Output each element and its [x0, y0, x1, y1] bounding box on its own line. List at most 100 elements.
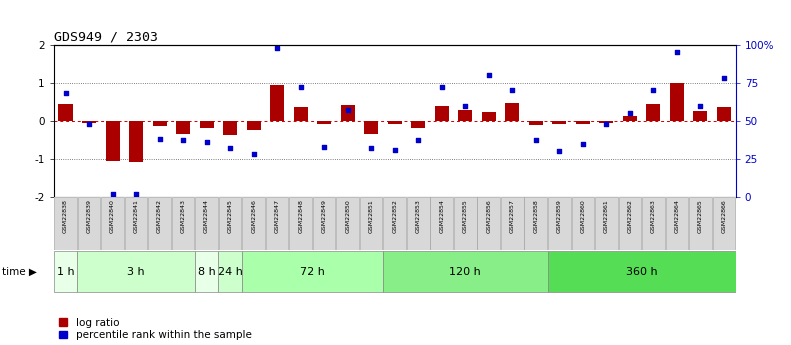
- Text: GSM22842: GSM22842: [157, 199, 162, 233]
- Point: [59, 91, 72, 96]
- FancyBboxPatch shape: [384, 197, 406, 249]
- FancyBboxPatch shape: [78, 197, 100, 249]
- Text: GDS949 / 2303: GDS949 / 2303: [54, 31, 157, 44]
- FancyBboxPatch shape: [713, 197, 735, 249]
- Text: GSM22854: GSM22854: [439, 199, 445, 233]
- Text: GSM22866: GSM22866: [721, 199, 726, 233]
- Text: GSM22859: GSM22859: [557, 199, 562, 233]
- Bar: [388, 121, 402, 124]
- Point: [106, 191, 119, 196]
- Point: [83, 121, 96, 127]
- FancyBboxPatch shape: [55, 197, 77, 249]
- Bar: [482, 112, 496, 121]
- Text: GSM22844: GSM22844: [204, 199, 209, 233]
- Text: GSM22839: GSM22839: [86, 199, 92, 233]
- FancyBboxPatch shape: [595, 197, 618, 249]
- Point: [506, 88, 519, 93]
- Bar: [670, 83, 684, 121]
- Point: [483, 72, 495, 78]
- Bar: [293, 108, 308, 121]
- Bar: [59, 104, 73, 121]
- Text: GSM22840: GSM22840: [110, 199, 115, 233]
- Point: [130, 191, 142, 196]
- Point: [717, 76, 730, 81]
- Text: GSM22850: GSM22850: [345, 199, 350, 233]
- Bar: [600, 121, 613, 123]
- FancyBboxPatch shape: [266, 197, 289, 249]
- Text: GSM22849: GSM22849: [322, 199, 327, 233]
- Text: GSM22851: GSM22851: [369, 199, 373, 233]
- Bar: [411, 121, 426, 128]
- Point: [200, 139, 213, 145]
- Text: GSM22861: GSM22861: [604, 199, 609, 233]
- FancyBboxPatch shape: [195, 252, 218, 292]
- Bar: [270, 85, 284, 121]
- Text: GSM22845: GSM22845: [228, 199, 233, 233]
- Text: GSM22841: GSM22841: [134, 199, 138, 233]
- Text: GSM22852: GSM22852: [392, 199, 397, 233]
- Text: 72 h: 72 h: [300, 267, 325, 277]
- Bar: [105, 121, 119, 161]
- FancyBboxPatch shape: [54, 252, 78, 292]
- FancyBboxPatch shape: [360, 197, 383, 249]
- FancyBboxPatch shape: [218, 252, 242, 292]
- Text: 24 h: 24 h: [218, 267, 243, 277]
- Bar: [199, 121, 214, 128]
- Text: GSM22853: GSM22853: [416, 199, 421, 233]
- Text: GSM22863: GSM22863: [651, 199, 656, 233]
- Point: [529, 138, 542, 143]
- Point: [271, 45, 283, 51]
- FancyBboxPatch shape: [78, 252, 195, 292]
- Bar: [247, 121, 261, 130]
- Point: [671, 50, 683, 55]
- Text: GSM22848: GSM22848: [298, 199, 303, 233]
- FancyBboxPatch shape: [642, 197, 664, 249]
- Point: [647, 88, 660, 93]
- FancyBboxPatch shape: [478, 197, 500, 249]
- Point: [694, 103, 706, 108]
- Text: 120 h: 120 h: [449, 267, 481, 277]
- Point: [459, 103, 471, 108]
- FancyBboxPatch shape: [689, 197, 712, 249]
- FancyBboxPatch shape: [454, 197, 476, 249]
- Point: [176, 138, 189, 143]
- Text: GSM22858: GSM22858: [533, 199, 539, 233]
- Point: [388, 147, 401, 152]
- Point: [553, 148, 566, 154]
- Text: 8 h: 8 h: [198, 267, 215, 277]
- Text: time ▶: time ▶: [2, 267, 36, 277]
- FancyBboxPatch shape: [524, 197, 547, 249]
- Bar: [505, 102, 520, 121]
- FancyBboxPatch shape: [125, 197, 147, 249]
- FancyBboxPatch shape: [407, 197, 430, 249]
- Point: [294, 85, 307, 90]
- Bar: [458, 110, 472, 121]
- FancyBboxPatch shape: [148, 197, 171, 249]
- Bar: [317, 121, 331, 124]
- FancyBboxPatch shape: [172, 197, 195, 249]
- Bar: [717, 108, 731, 121]
- Text: GSM22865: GSM22865: [698, 199, 703, 233]
- Bar: [341, 105, 354, 121]
- Bar: [82, 121, 97, 123]
- Bar: [576, 121, 590, 124]
- Bar: [153, 121, 167, 126]
- Text: GSM22838: GSM22838: [63, 199, 68, 233]
- FancyBboxPatch shape: [548, 197, 570, 249]
- Bar: [176, 121, 190, 134]
- Bar: [129, 121, 143, 162]
- Text: GSM22856: GSM22856: [486, 199, 491, 233]
- Point: [623, 110, 636, 116]
- FancyBboxPatch shape: [572, 197, 594, 249]
- FancyBboxPatch shape: [547, 252, 736, 292]
- Text: 360 h: 360 h: [626, 267, 657, 277]
- Text: 1 h: 1 h: [57, 267, 74, 277]
- Text: GSM22864: GSM22864: [675, 199, 679, 233]
- Bar: [435, 106, 448, 121]
- Point: [365, 145, 377, 151]
- FancyBboxPatch shape: [101, 197, 124, 249]
- Bar: [364, 121, 378, 134]
- Point: [318, 144, 331, 149]
- Bar: [528, 121, 543, 125]
- Point: [342, 107, 354, 113]
